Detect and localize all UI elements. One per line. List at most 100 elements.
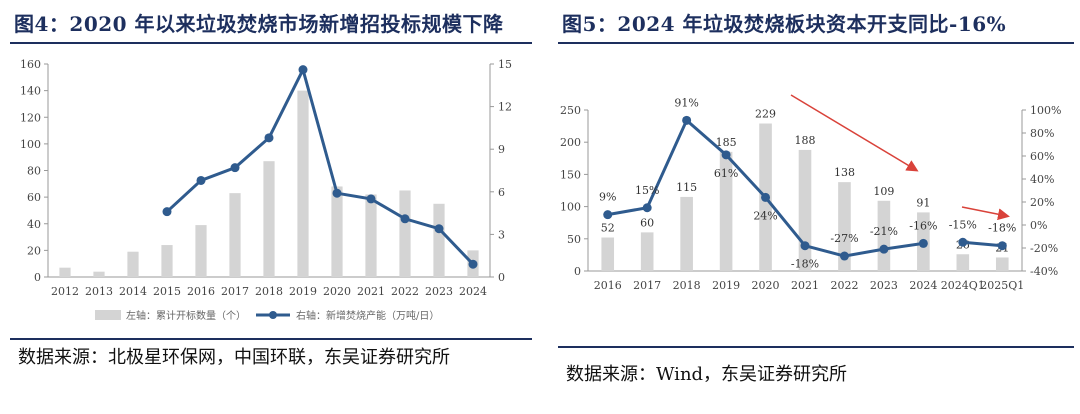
left-y-tick-label: 50 [567,233,581,246]
line-point [800,241,810,251]
bar-value-label: 115 [676,181,697,194]
bar [263,161,275,277]
right-y-tick-label: 100% [1030,104,1061,117]
line-point [332,188,342,198]
x-tick-label: 2022 [830,279,858,292]
bar [399,190,411,277]
bar [995,257,1009,271]
left-y-tick-label: 0 [574,265,581,278]
bar [195,225,207,277]
line-point [162,207,172,217]
line-point [366,194,376,204]
bar [59,267,71,277]
line-point [918,238,928,248]
left-y-tick-label: 100 [20,138,41,151]
right-y-tick-label: 60% [1030,150,1054,163]
line-value-label: 61% [714,167,738,180]
right-y-tick-label: 80% [1030,127,1054,140]
line-point [761,192,771,202]
x-tick-label: 2016 [594,279,622,292]
left-y-tick-label: 160 [20,58,41,71]
series-line [165,65,475,266]
left-y-tick-label: 80 [27,165,41,178]
legend-line-label: 右轴：新增焚烧产能（万吨/日） [296,309,439,322]
trend-arrow-quarterly [961,206,1010,221]
line-point [839,251,849,261]
figure-5-title: 图5：2024 年垃圾焚烧板块资本开支同比-16% [562,12,1007,36]
line-point [879,244,889,254]
bar-value-label: 109 [873,185,894,198]
left-y-tick-label: 0 [34,271,41,284]
left-y-tick-label: 150 [560,168,581,181]
left-y-tick-label: 120 [20,111,41,124]
bar-value-label: 60 [640,216,654,229]
figure-4-chart: 0 20 40 60 80 100 120 140 160 0 3 6 9 12 15 2012 2013 201… [20,58,512,322]
right-y-tick-label: -40% [1030,265,1058,278]
right-y-tick-label: -20% [1030,242,1058,255]
line-value-label: -16% [909,219,937,232]
right-y-tick-label: 0% [1030,219,1047,232]
line-point [264,133,274,143]
legend-bar-label: 左轴：累计开标数量（个） [126,309,246,322]
right-y-tick-label: 6 [498,186,505,199]
x-tick-label: 2017 [633,279,661,292]
figure-4-bottom-rule [10,338,532,340]
line-point [468,259,478,269]
x-tick-label: 2020 [323,285,351,298]
line-point [603,210,613,220]
x-tick-label: 2021 [791,279,819,292]
line-point [997,241,1007,251]
bar-value-label: 52 [601,222,615,235]
bar-value-label: 188 [795,134,816,147]
legend-line-marker [269,311,277,319]
left-y-tick-label: 250 [560,104,581,117]
line-value-label: 9% [599,191,616,204]
trend-arrow-annual [790,94,919,172]
right-y-tick-label: 3 [498,228,505,241]
figure-5-top-rule [558,42,1074,44]
line-point [682,115,692,125]
right-y-tick-label: 40% [1030,173,1054,186]
x-tick-label: 2013 [85,285,113,298]
line-value-label: 15% [635,184,659,197]
bar [127,251,139,277]
line-value-label: -18% [791,258,819,271]
x-tick-label: 2017 [221,285,249,298]
figure-4-panel: 图4：2020 年以来垃圾焚烧市场新增招投标规模下降 0 20 40 60 80 100 1… [0,0,538,414]
bar-value-label: 91 [916,196,930,209]
figure-5-bottom-rule [558,346,1074,348]
x-tick-label: 2023 [425,285,453,298]
figure-4-source: 数据来源：北极星环保网，中国环联，东吴证券研究所 [18,347,450,368]
x-tick-label: 2022 [391,285,419,298]
right-y-tick-label: 9 [498,143,505,156]
x-tick-label: 2020 [752,279,780,292]
line-value-label: 24% [753,209,777,222]
x-tick-label: 2023 [870,279,898,292]
figure-4-top-rule [10,42,532,44]
bar [838,182,851,271]
left-y-tick-label: 200 [560,136,581,149]
left-y-tick-label: 40 [27,218,41,231]
right-y-tick-label: 0 [498,271,505,284]
bar [601,237,615,271]
figure-5-chart: 0 50 100 150 200 250 -40% -20% 0% 20% 40% 60% 80% 100… [560,94,1061,292]
x-tick-label: 2024 [909,279,937,292]
bar [719,151,733,271]
line-point [196,175,206,185]
x-tick-label: 2025Q1 [980,279,1024,292]
line-value-label: -21% [870,225,898,238]
bar [956,254,970,271]
line-point [230,163,240,173]
bar [640,232,654,271]
bar-value-label: 229 [755,108,776,121]
line-point [298,65,308,75]
line-value-label: -27% [830,232,858,245]
left-y-tick-label: 20 [27,244,41,257]
left-y-tick-label: 100 [560,201,581,214]
x-tick-label: 2024Q1 [941,279,985,292]
right-y-tick-label: 12 [498,101,512,114]
line-point [958,237,968,247]
x-tick-label: 2018 [255,285,283,298]
left-y-tick-label: 140 [20,85,41,98]
x-tick-label: 2012 [51,285,79,298]
